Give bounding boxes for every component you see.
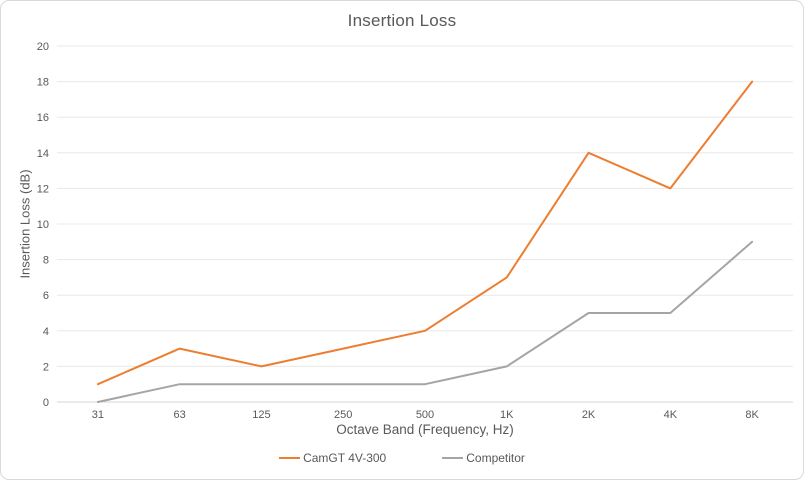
legend-swatch-camgt <box>279 457 301 459</box>
x-tick-label-63: 63 <box>174 409 186 421</box>
x-tick-label-250: 250 <box>334 409 352 421</box>
x-tick-label-8k: 8K <box>745 409 759 421</box>
y-tick-label-8: 8 <box>43 255 49 267</box>
series-line-competitor <box>96 240 754 403</box>
y-tick-label-18: 18 <box>37 77 49 89</box>
chart-title: Insertion Loss <box>347 11 457 30</box>
x-tick-label-4k: 4K <box>664 409 678 421</box>
y-tick-label-2: 2 <box>43 361 49 373</box>
legend-swatch-competitor <box>442 457 464 459</box>
x-tick-label-500: 500 <box>416 409 434 421</box>
y-tick-label-16: 16 <box>37 112 49 124</box>
x-tick-label-125: 125 <box>252 409 270 421</box>
y-tick-label-14: 14 <box>37 148 49 160</box>
x-tick-label-31: 31 <box>92 409 104 421</box>
y-tick-label-20: 20 <box>37 41 49 53</box>
y-tick-label-4: 4 <box>43 326 49 338</box>
y-tick-label-6: 6 <box>43 290 49 302</box>
y-tick-label-10: 10 <box>37 219 49 231</box>
y-axis-title: Insertion Loss (dB) <box>17 169 33 279</box>
legend-label-camgt: CamGT 4V-300 <box>303 451 387 465</box>
legend: CamGT 4V-300 Competitor <box>1 451 803 465</box>
y-tick-label-0: 0 <box>43 397 49 409</box>
series-line-camgt-4v-300 <box>96 80 754 386</box>
legend-item-camgt: CamGT 4V-300 <box>279 451 386 465</box>
x-tick-label-2k: 2K <box>582 409 596 421</box>
legend-item-competitor: Competitor <box>442 451 525 465</box>
x-tick-label-1k: 1K <box>500 409 514 421</box>
legend-label-competitor: Competitor <box>466 451 525 465</box>
y-tick-label-12: 12 <box>37 183 49 195</box>
x-axis-title: Octave Band (Frequency, Hz) <box>336 422 514 437</box>
